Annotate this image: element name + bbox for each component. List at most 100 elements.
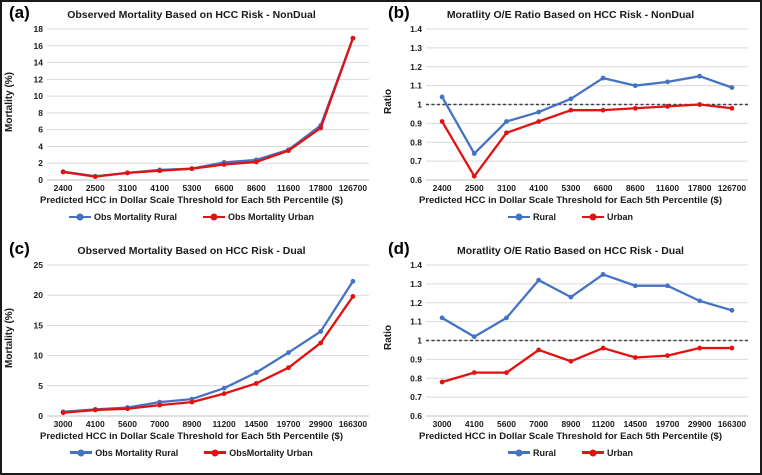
svg-text:6600: 6600 xyxy=(215,183,234,193)
panel-label-d: (d) xyxy=(388,238,410,258)
svg-text:0.9: 0.9 xyxy=(410,118,422,128)
legend-item-rural: Obs Mortality Rural xyxy=(70,448,178,458)
panel-a: (a) Observed Mortality Based on HCC Risk… xyxy=(2,2,381,238)
svg-text:4100: 4100 xyxy=(86,419,105,429)
svg-text:11200: 11200 xyxy=(592,419,615,429)
panel-label-a: (a) xyxy=(9,3,30,22)
x-axis-label-b: Predicted HCC in Dollar Scale Threshold … xyxy=(418,195,723,206)
legend-marker-urban xyxy=(204,449,227,456)
svg-text:3100: 3100 xyxy=(497,183,516,193)
svg-text:1.3: 1.3 xyxy=(410,278,422,288)
svg-text:0.8: 0.8 xyxy=(410,137,422,147)
legend-label-urban: Urban xyxy=(607,212,634,222)
svg-text:5: 5 xyxy=(38,380,43,390)
svg-text:18: 18 xyxy=(34,24,44,34)
svg-text:6600: 6600 xyxy=(594,183,613,193)
svg-text:2500: 2500 xyxy=(86,183,105,193)
chart-legend-d: Rural Urban xyxy=(383,446,758,460)
legend-item-rural: Rural xyxy=(507,212,556,222)
legend-item-urban: Obs Mortality Urban xyxy=(203,212,314,222)
legend-dot-icon xyxy=(76,213,84,221)
legend-item-rural: Rural xyxy=(507,447,556,458)
chart-title-d: Moratlity O/E Ratio Based on HCC Risk - … xyxy=(457,244,684,257)
svg-text:1: 1 xyxy=(417,100,422,110)
svg-text:5600: 5600 xyxy=(497,419,516,429)
svg-text:6: 6 xyxy=(38,125,43,135)
svg-text:5600: 5600 xyxy=(118,419,137,429)
svg-text:1.3: 1.3 xyxy=(410,43,422,53)
panel-label-b: (b) xyxy=(388,3,410,22)
svg-text:1: 1 xyxy=(417,335,422,345)
svg-text:3000: 3000 xyxy=(54,419,73,429)
svg-text:0.7: 0.7 xyxy=(410,156,422,166)
svg-text:1.4: 1.4 xyxy=(410,24,422,34)
svg-text:166300: 166300 xyxy=(339,419,368,429)
y-axis-label-b: Ratio xyxy=(383,89,394,115)
svg-text:0: 0 xyxy=(38,411,43,421)
svg-text:8: 8 xyxy=(38,108,43,118)
legend-marker-urban xyxy=(203,213,225,221)
legend-dot-icon xyxy=(211,449,219,456)
legend-item-urban: ObsMortality Urban xyxy=(204,448,313,458)
svg-text:0.6: 0.6 xyxy=(410,175,422,185)
legend-marker-rural xyxy=(507,213,530,221)
svg-text:19700: 19700 xyxy=(656,419,680,429)
svg-text:1.1: 1.1 xyxy=(410,81,422,91)
legend-label-rural: Obs Mortality Rural xyxy=(93,212,177,222)
svg-text:1.2: 1.2 xyxy=(410,297,422,307)
legend-item-urban: Urban xyxy=(582,212,633,222)
svg-text:19700: 19700 xyxy=(277,419,301,429)
chart-canvas-d: 0.6 0.7 0.8 0.9 1 1.1 1.2 1.3 1.4 3000 4100 5600 700… xyxy=(410,260,748,429)
legend-dot-icon xyxy=(515,449,523,456)
legend-dot-icon xyxy=(515,213,523,221)
svg-text:8600: 8600 xyxy=(626,183,645,193)
legend-item-urban: Urban xyxy=(582,448,633,458)
chart-title-b: Moratlity O/E Ratio Based on HCC Risk - … xyxy=(446,9,695,21)
legend-marker-rural xyxy=(507,449,530,456)
svg-text:12: 12 xyxy=(34,74,44,84)
svg-text:3000: 3000 xyxy=(433,419,452,429)
chart-title-c: Observed Mortality Based on HCC Risk - D… xyxy=(77,244,306,257)
svg-text:0.6: 0.6 xyxy=(410,411,422,421)
legend-marker-urban xyxy=(582,213,604,221)
svg-text:5300: 5300 xyxy=(561,183,580,193)
svg-text:166300: 166300 xyxy=(718,419,747,429)
svg-text:2400: 2400 xyxy=(433,183,452,193)
panel-c: (c) Observed Mortality Based on HCC Risk… xyxy=(2,237,381,473)
legend-marker-rural xyxy=(70,449,93,456)
svg-text:2500: 2500 xyxy=(465,183,484,193)
svg-text:14: 14 xyxy=(34,58,44,68)
y-axis-label-a: Mortality (%) xyxy=(4,72,15,132)
svg-text:1.1: 1.1 xyxy=(410,316,422,326)
legend-label-rural: Obs Mortality Rural xyxy=(95,447,179,458)
svg-text:14500: 14500 xyxy=(623,419,647,429)
chart-legend-a: Obs Mortality Rural Obs Mortality Urban xyxy=(4,210,379,224)
svg-text:25: 25 xyxy=(34,260,44,270)
svg-text:8900: 8900 xyxy=(182,419,201,429)
svg-text:7000: 7000 xyxy=(529,419,548,429)
legend-label-rural: Rural xyxy=(532,212,556,222)
svg-text:17800: 17800 xyxy=(309,183,333,193)
svg-text:0.8: 0.8 xyxy=(410,373,422,383)
svg-text:2: 2 xyxy=(38,158,43,168)
svg-text:20: 20 xyxy=(34,290,44,300)
panel-b: (b) Moratlity O/E Ratio Based on HCC Ris… xyxy=(381,2,760,238)
legend-dot-icon xyxy=(210,213,218,221)
svg-text:15: 15 xyxy=(34,320,44,330)
svg-text:1.4: 1.4 xyxy=(410,260,422,270)
legend-marker-urban xyxy=(582,449,604,456)
svg-text:14500: 14500 xyxy=(244,419,268,429)
svg-text:2400: 2400 xyxy=(54,183,73,193)
svg-text:11600: 11600 xyxy=(277,183,300,193)
panel-d: (d) Moratlity O/E Ratio Based on HCC Ris… xyxy=(381,237,760,473)
svg-text:126700: 126700 xyxy=(339,183,368,193)
svg-text:29900: 29900 xyxy=(309,419,333,429)
legend-dot-icon xyxy=(589,449,597,456)
legend-dot-icon xyxy=(589,213,597,221)
chart-legend-c: Obs Mortality Rural ObsMortality Urban xyxy=(4,446,379,460)
svg-text:10: 10 xyxy=(34,350,44,360)
legend-label-rural: Rural xyxy=(532,447,556,458)
svg-text:4100: 4100 xyxy=(529,183,548,193)
legend-label-urban: Urban xyxy=(607,447,634,458)
